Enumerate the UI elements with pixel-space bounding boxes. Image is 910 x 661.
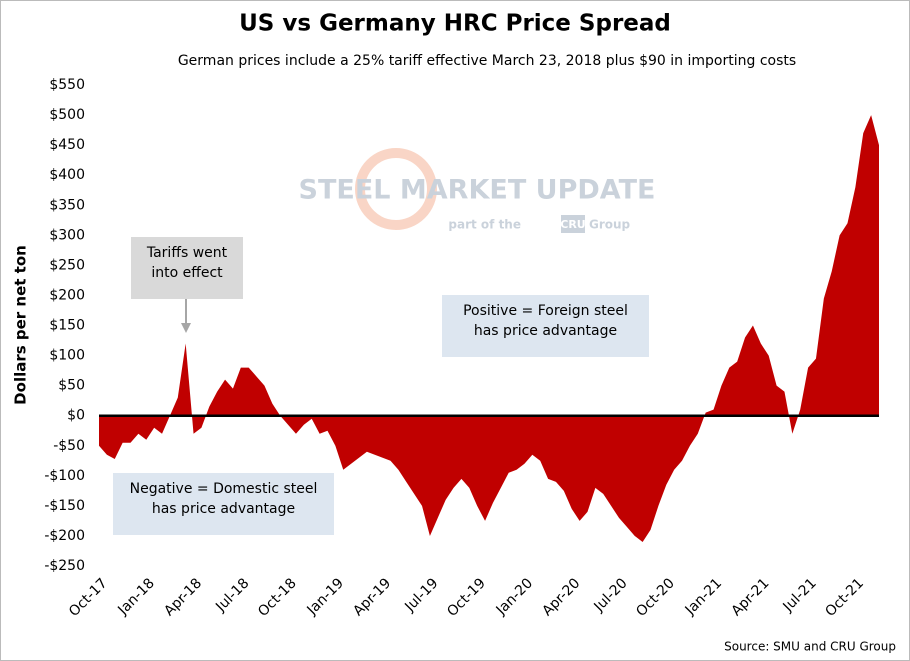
y-tick-label: -$250	[44, 558, 85, 574]
y-tick-label: -$50	[53, 438, 85, 454]
y-tick-label: -$100	[44, 468, 85, 484]
x-tick-label: Jul-19	[401, 575, 441, 615]
arrow-head	[181, 323, 191, 333]
x-tick-label: Jan-19	[304, 575, 347, 618]
y-tick-label: $350	[49, 197, 85, 213]
y-tick-label: $450	[49, 137, 85, 153]
watermark-text: Group	[589, 218, 631, 232]
x-tick-label: Apr-21	[728, 575, 772, 619]
y-tick-label: $400	[49, 167, 85, 183]
watermark-text: CRU	[560, 218, 585, 231]
x-tick-label: Jul-18	[212, 575, 252, 615]
y-tick-label: $50	[58, 378, 85, 394]
watermark-text: STEEL MARKET UPDATE	[299, 175, 656, 206]
y-tick-label: -$150	[44, 498, 85, 514]
x-tick-label: Jan-20	[493, 575, 536, 618]
x-tick-label: Oct-21	[822, 575, 867, 620]
x-tick-label: Apr-20	[539, 575, 583, 619]
watermark-box	[561, 215, 585, 233]
watermark-text: part of the	[448, 218, 521, 232]
x-tick-label: Apr-19	[350, 575, 394, 619]
y-tick-label: $250	[49, 257, 85, 273]
y-tick-label: $100	[49, 348, 85, 364]
annotation-box: Tariffs went into effect	[131, 237, 243, 299]
watermark: STEEL MARKET UPDATE part of the CRU Grou…	[299, 148, 656, 233]
y-tick-label: $200	[49, 287, 85, 303]
annotation-box: Negative = Domestic steel has price adva…	[113, 473, 334, 535]
x-tick-label: Apr-18	[161, 575, 205, 619]
x-tick-label: Jul-21	[780, 575, 820, 615]
x-tick-label: Oct-20	[633, 575, 678, 620]
x-tick-label: Oct-18	[255, 575, 300, 620]
y-tick-label: $300	[49, 227, 85, 243]
chart-subtitle: German prices include a 25% tariff effec…	[178, 53, 796, 69]
y-tick-label: $0	[67, 408, 85, 424]
y-tick-label: $150	[49, 318, 85, 334]
watermark-logo	[355, 148, 437, 230]
annotation-box: Positive = Foreign steel has price advan…	[442, 295, 649, 357]
y-tick-label: $500	[49, 107, 85, 123]
x-tick-label: Oct-19	[444, 575, 489, 620]
area	[99, 115, 879, 542]
x-tick-label: Jul-20	[591, 575, 631, 615]
y-tick-label: $550	[49, 77, 85, 93]
y-tick-label: -$200	[44, 528, 85, 544]
y-axis-label: Dollars per net ton	[12, 245, 30, 405]
x-tick-label: Jan-18	[114, 575, 157, 618]
x-tick-label: Oct-17	[66, 575, 111, 620]
x-tick-label: Jan-21	[682, 575, 725, 618]
chart-title: US vs Germany HRC Price Spread	[239, 11, 671, 37]
source-note: Source: SMU and CRU Group	[724, 640, 896, 654]
